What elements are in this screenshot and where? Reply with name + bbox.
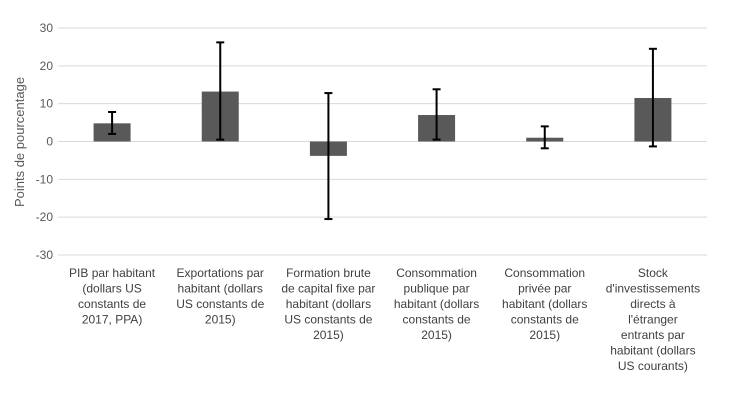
- x-category-label-line: Consommation: [396, 266, 477, 280]
- x-category-label-line: Consommation: [504, 266, 585, 280]
- y-tick-label: -10: [36, 172, 54, 186]
- y-tick-label: 0: [46, 135, 53, 149]
- error-bar: [432, 88, 441, 141]
- x-category-label-line: US constants de: [176, 297, 264, 311]
- y-tick-label: 10: [40, 97, 54, 111]
- y-tick-label: 30: [40, 21, 54, 35]
- x-category-label-line: habitant (dollars: [502, 297, 587, 311]
- gridlines: [58, 27, 707, 256]
- error-bar: [324, 92, 333, 221]
- x-category-label-line: US constants de: [284, 313, 372, 327]
- x-category-label: Stock d'investissements directs à l'étrange…: [606, 266, 700, 373]
- y-axis-ticks: 30 20 10 0 -10 -20 -30: [36, 21, 54, 262]
- x-category-label-line: habitant (dollars: [286, 297, 371, 311]
- x-category-label: Consommation publique par habitant (dollar…: [394, 266, 479, 342]
- x-category-label-line: d'investissements: [606, 282, 700, 296]
- x-category-label-line: Exportations par: [177, 266, 264, 280]
- x-category-label-line: Stock: [638, 266, 669, 280]
- error-bar: [648, 47, 657, 148]
- x-category-label-line: constants de: [511, 313, 579, 327]
- x-category-label-line: entrants par: [621, 328, 685, 342]
- x-category-label-line: 2015): [529, 328, 560, 342]
- y-tick-label: -20: [36, 210, 54, 224]
- x-category-label-line: de capital fixe par: [281, 282, 375, 296]
- x-category-label-line: 2017, PPA): [82, 313, 142, 327]
- x-category-label: PIB par habitant (dollars US constants de 2…: [69, 266, 156, 327]
- x-category-label: Formation brute de capital fixe par habita…: [281, 266, 375, 342]
- y-axis-title: Points de pourcentage: [12, 77, 27, 207]
- x-category-label: Exportations par habitant (dollars US cons…: [176, 266, 264, 327]
- x-category-label: Consommation privée par habitant (dollars c…: [502, 266, 587, 342]
- x-category-label-line: constants de: [403, 313, 471, 327]
- x-category-label-line: l'étranger: [628, 313, 678, 327]
- x-category-label-line: habitant (dollars: [610, 344, 695, 358]
- x-category-label-line: 2015): [205, 313, 236, 327]
- x-category-label-line: constants de: [78, 297, 146, 311]
- x-category-label-line: PIB par habitant: [69, 266, 156, 280]
- x-axis-category-labels: PIB par habitant (dollars US constants de 2…: [69, 266, 700, 373]
- x-category-label-line: publique par: [404, 282, 470, 296]
- x-category-label-line: (dollars US: [82, 282, 141, 296]
- x-category-label-line: habitant (dollars: [178, 282, 263, 296]
- y-tick-label: 20: [40, 59, 54, 73]
- x-category-label-line: US courants): [618, 359, 688, 373]
- x-category-label-line: 2015): [313, 328, 344, 342]
- x-category-label-line: Formation brute: [286, 266, 371, 280]
- x-category-label-line: habitant (dollars: [394, 297, 479, 311]
- bars: [93, 91, 672, 156]
- error-bar: [216, 41, 225, 141]
- error-bar: [108, 110, 117, 135]
- y-tick-label: -30: [36, 248, 54, 262]
- error-bar: [540, 125, 549, 150]
- x-category-label-line: privée par: [518, 282, 571, 296]
- x-category-label-line: 2015): [421, 328, 452, 342]
- error-bars: [108, 41, 657, 221]
- x-category-label-line: directs à: [630, 297, 676, 311]
